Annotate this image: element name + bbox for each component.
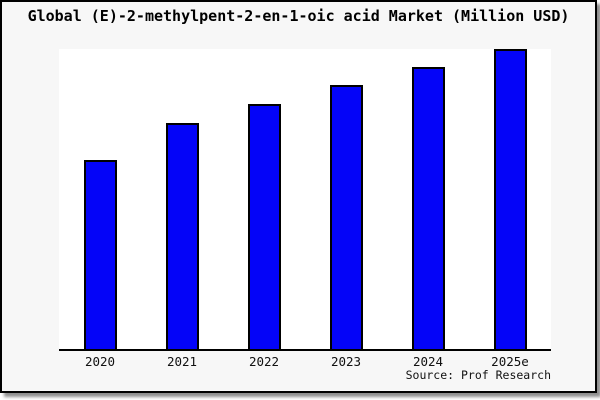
bar-2025e	[493, 49, 527, 349]
x-tick-label-2024: 2024	[412, 354, 444, 369]
bar-slot	[469, 49, 551, 349]
bar-2021	[165, 123, 199, 349]
bar-2024	[411, 67, 445, 349]
plot-area	[59, 49, 551, 351]
bar-slot	[59, 160, 141, 349]
bar-slot	[223, 103, 305, 349]
bar-2022	[247, 103, 281, 349]
chart-widget: Global (E)-2-methylpent-2-en-1-oic acid …	[0, 0, 597, 393]
bar-slot	[305, 85, 387, 349]
x-tick-label-2023: 2023	[330, 354, 362, 369]
source-label: Source: Prof Research	[405, 368, 551, 382]
bar-slot	[141, 123, 223, 349]
bars-container	[59, 49, 551, 349]
bar-slot	[387, 67, 469, 349]
x-tick-label-2021: 2021	[166, 354, 198, 369]
x-tick-label-2020: 2020	[84, 354, 116, 369]
bar-2020	[83, 160, 117, 349]
bar-2023	[329, 85, 363, 349]
x-tick-label-2025e: 2025e	[491, 354, 529, 369]
chart-title: Global (E)-2-methylpent-2-en-1-oic acid …	[27, 7, 570, 25]
x-tick-label-2022: 2022	[248, 354, 280, 369]
x-axis-tick-labels: 2020 2021 2022 2023 2024 2025e	[59, 354, 551, 369]
